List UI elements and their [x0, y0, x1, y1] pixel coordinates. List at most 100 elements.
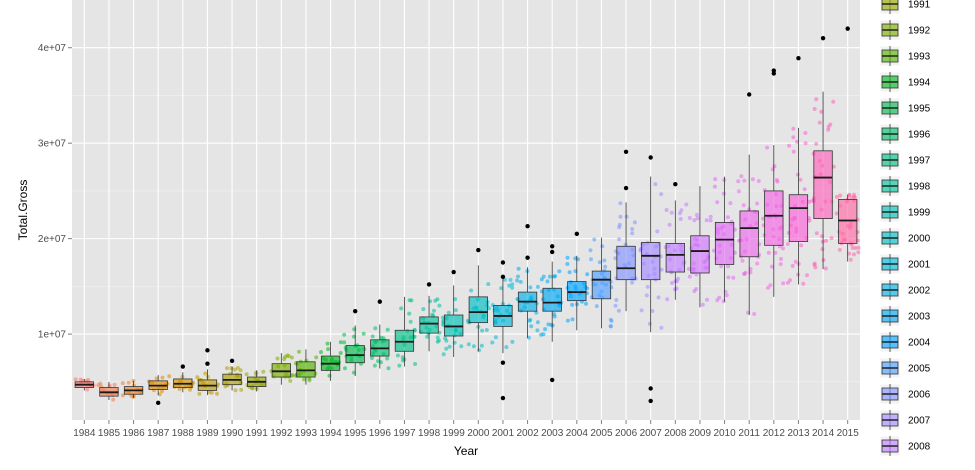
box-iqr [567, 281, 587, 302]
jitter-point [708, 218, 713, 223]
jitter-point [96, 383, 101, 388]
jitter-point [288, 378, 293, 383]
x-tick-label: 2002 [516, 428, 539, 439]
legend-label: 1998 [908, 182, 931, 193]
jitter-point [589, 257, 593, 262]
outlier-point [746, 92, 752, 97]
jitter-point [195, 375, 200, 380]
jitter-point [838, 193, 843, 198]
outlier-point [525, 224, 530, 229]
jitter-point [765, 145, 770, 150]
jitter-point [694, 287, 699, 291]
box-1999 [444, 269, 464, 357]
x-tick-label: 1993 [295, 428, 318, 439]
jitter-point [588, 248, 593, 253]
legend-item-1991: 1991 [879, 0, 931, 15]
jitter-point [736, 179, 741, 184]
box-2007 [641, 155, 661, 404]
jitter-point [484, 328, 489, 332]
jitter-point [177, 387, 182, 391]
jitter-point [225, 366, 229, 371]
outlier-point [796, 56, 801, 61]
outlier-point [476, 247, 481, 253]
jitter-point [756, 179, 761, 183]
x-tick-label: 1995 [344, 428, 367, 439]
jitter-point [785, 242, 790, 246]
outlier-point [623, 149, 629, 154]
jitter-point [731, 275, 736, 280]
jitter-point [790, 263, 795, 268]
x-tick-label: 2004 [566, 428, 589, 439]
jitter-point [385, 327, 390, 332]
box-1995 [345, 308, 365, 377]
outlier-point [500, 260, 506, 265]
jitter-point [539, 277, 544, 282]
jitter-point [630, 227, 635, 231]
legend-item-1997: 1997 [879, 149, 931, 171]
legend-item-2006: 2006 [879, 383, 931, 405]
jitter-point [742, 271, 747, 276]
jitter-point [694, 272, 699, 277]
outlier-point [549, 249, 555, 255]
jitter-point [724, 293, 729, 298]
legend-label: 1995 [908, 104, 931, 115]
legend-label: 2005 [908, 364, 931, 375]
jitter-point [430, 312, 435, 317]
jitter-point [407, 311, 412, 316]
jitter-point [852, 195, 857, 200]
jitter-point [395, 353, 400, 358]
legend-label: 2008 [908, 442, 931, 453]
outlier-point [352, 308, 358, 314]
jitter-point [814, 141, 819, 146]
jitter-point [557, 269, 562, 274]
jitter-point [515, 278, 520, 283]
jitter-point [750, 177, 755, 182]
jitter-point [197, 391, 202, 396]
jitter-point [687, 274, 692, 279]
jitter-point [160, 389, 164, 394]
x-tick-label: 2014 [812, 428, 835, 439]
jitter-point [541, 274, 546, 279]
jitter-point [803, 131, 808, 135]
x-tick-label: 2015 [837, 428, 860, 439]
jitter-point [535, 284, 540, 289]
jitter-point [397, 363, 402, 368]
jitter-point [370, 334, 375, 339]
jitter-point [608, 317, 613, 322]
jitter-point [717, 295, 722, 300]
legend-label: 2003 [908, 312, 931, 323]
jitter-point [639, 308, 644, 313]
jitter-point [372, 363, 377, 368]
jitter-point [160, 375, 165, 380]
jitter-point [565, 255, 570, 260]
jitter-point [686, 267, 691, 271]
jitter-point [502, 277, 507, 282]
box-iqr [665, 243, 685, 273]
jitter-point [705, 297, 709, 302]
jitter-point [795, 139, 799, 144]
jitter-point [126, 380, 131, 385]
box-iqr [419, 316, 439, 334]
jitter-point [188, 387, 192, 392]
jitter-point [623, 242, 628, 247]
legend-item-2001: 2001 [879, 253, 931, 275]
x-tick-label: 2010 [713, 428, 736, 439]
box-iqr [714, 222, 735, 265]
jitter-point [285, 353, 290, 358]
jitter-point [466, 342, 471, 347]
jitter-point [545, 279, 550, 284]
jitter-point [223, 384, 228, 389]
jitter-point [721, 191, 726, 196]
x-tick-label: 1994 [319, 428, 342, 439]
box-2015 [838, 26, 858, 262]
jitter-point [408, 319, 413, 324]
jitter-point [480, 328, 485, 333]
box-1997 [394, 296, 415, 367]
legend-key-box [881, 0, 899, 11]
jitter-point [518, 279, 523, 284]
jitter-point [400, 355, 405, 360]
jitter-point [814, 97, 819, 102]
jitter-point [805, 273, 809, 278]
jitter-point [739, 174, 744, 179]
jitter-point [664, 208, 669, 212]
